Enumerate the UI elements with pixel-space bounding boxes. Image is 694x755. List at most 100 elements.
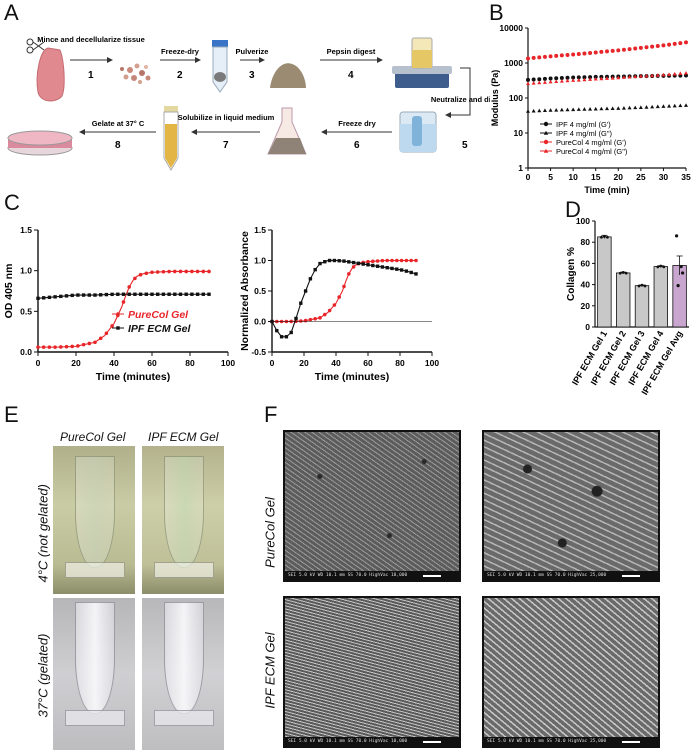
data-point [582, 77, 587, 82]
data-point [53, 295, 57, 299]
data-point [178, 269, 183, 274]
data-point [133, 276, 137, 281]
data-point [332, 258, 337, 263]
data-point [559, 107, 564, 112]
x-tick-label: 100 [221, 358, 235, 368]
data-point [144, 271, 149, 276]
panel-e-row1-label: 4°C (not gelated) [35, 484, 51, 583]
data-point [332, 303, 337, 307]
data-point [633, 46, 638, 51]
dialysis-beaker-icon [399, 111, 437, 153]
panel-label-d: D [565, 197, 581, 222]
photo-purecol-4c [53, 446, 135, 594]
data-point [76, 344, 80, 348]
data-point [531, 81, 536, 85]
data-point [284, 335, 289, 339]
data-point [161, 292, 166, 296]
data-point [121, 300, 126, 304]
data-point [299, 301, 303, 305]
data-point [178, 292, 183, 296]
chart-c-normalized: -0.5 0.0 0.5 1.0 1.5 0 20 40 60 80 100 Time (minute… [240, 225, 439, 383]
data-point [299, 319, 303, 323]
data-point [537, 55, 542, 60]
data-point [605, 49, 609, 54]
y-tick-label: 20 [581, 301, 591, 311]
data-point [41, 345, 46, 349]
sem-purecol-high: SEI 5.0 kV WD 10.1 mm SS 70.0 HighVac 25… [482, 430, 660, 582]
step-3-label: Pulverize [236, 47, 269, 56]
data-point [650, 104, 655, 109]
data-point [616, 48, 621, 53]
x-tick-label: 20 [71, 358, 81, 368]
x-tick-label: 40 [109, 358, 119, 368]
x-tick-label: 30 [659, 172, 669, 182]
x-axis-title: Time (minutes) [315, 371, 389, 383]
legend-marker [543, 139, 549, 145]
step-2-label: Freeze-dry [161, 47, 200, 56]
data-point [275, 328, 279, 333]
data-point [621, 106, 626, 110]
data-point [308, 277, 313, 281]
data-point [59, 345, 63, 349]
y-tick-label: 100 [509, 93, 523, 103]
data-point [110, 292, 114, 297]
data-point [150, 270, 154, 275]
data-point [593, 106, 598, 111]
legend-label: PureCol 4 mg/ml (G") [556, 147, 628, 156]
data-point [644, 45, 649, 50]
data-point [42, 296, 46, 300]
bar [597, 236, 612, 328]
data-point [195, 292, 200, 296]
bar [653, 266, 668, 328]
data-point [554, 76, 559, 81]
x-tick-label: 0 [270, 358, 275, 368]
data-point [621, 75, 626, 79]
y-tick-label: 1 [518, 163, 523, 173]
data-point [395, 267, 399, 271]
data-point [390, 258, 394, 263]
data-point [375, 264, 380, 268]
y-tick-label: 1.0 [20, 266, 32, 276]
step-1-number: 1 [88, 70, 94, 81]
x-tick-label: 35 [681, 172, 691, 182]
y-tick-label: 80 [581, 237, 591, 247]
data-point [576, 77, 581, 82]
data-point [605, 76, 609, 80]
data-point [303, 318, 308, 323]
data-point [610, 48, 615, 53]
data-point [87, 293, 91, 297]
data-point [599, 76, 604, 81]
legend-marker [116, 326, 120, 330]
x-tick-label: 15 [591, 172, 601, 182]
data-point [337, 295, 341, 299]
data-point [342, 284, 346, 289]
step-7-number: 7 [223, 140, 229, 151]
replicate-point [603, 234, 606, 238]
y-tick-label: -0.5 [251, 347, 266, 357]
panel-label-f: F [264, 402, 278, 427]
data-point [526, 56, 530, 61]
data-point [201, 269, 206, 274]
data-point [81, 342, 86, 347]
data-point [672, 71, 677, 76]
step-4-label: Pepsin digest [327, 47, 376, 56]
data-point [588, 50, 593, 55]
replicate-point [600, 235, 603, 239]
data-point [351, 260, 356, 265]
data-point [399, 268, 404, 272]
data-point [559, 76, 564, 81]
x-tick-label: 20 [299, 358, 309, 368]
data-point [173, 292, 177, 296]
data-point [371, 259, 375, 264]
data-point [318, 261, 322, 266]
data-point [621, 47, 626, 52]
data-point [548, 76, 553, 81]
data-point [633, 105, 638, 110]
data-point [627, 74, 632, 79]
panel-e-col2-label: IPF ECM Gel [148, 430, 219, 444]
data-point [138, 272, 143, 277]
y-tick-label: 60 [581, 258, 591, 268]
data-point [167, 269, 171, 274]
data-point [593, 76, 598, 81]
x-tick-label: 80 [395, 358, 405, 368]
